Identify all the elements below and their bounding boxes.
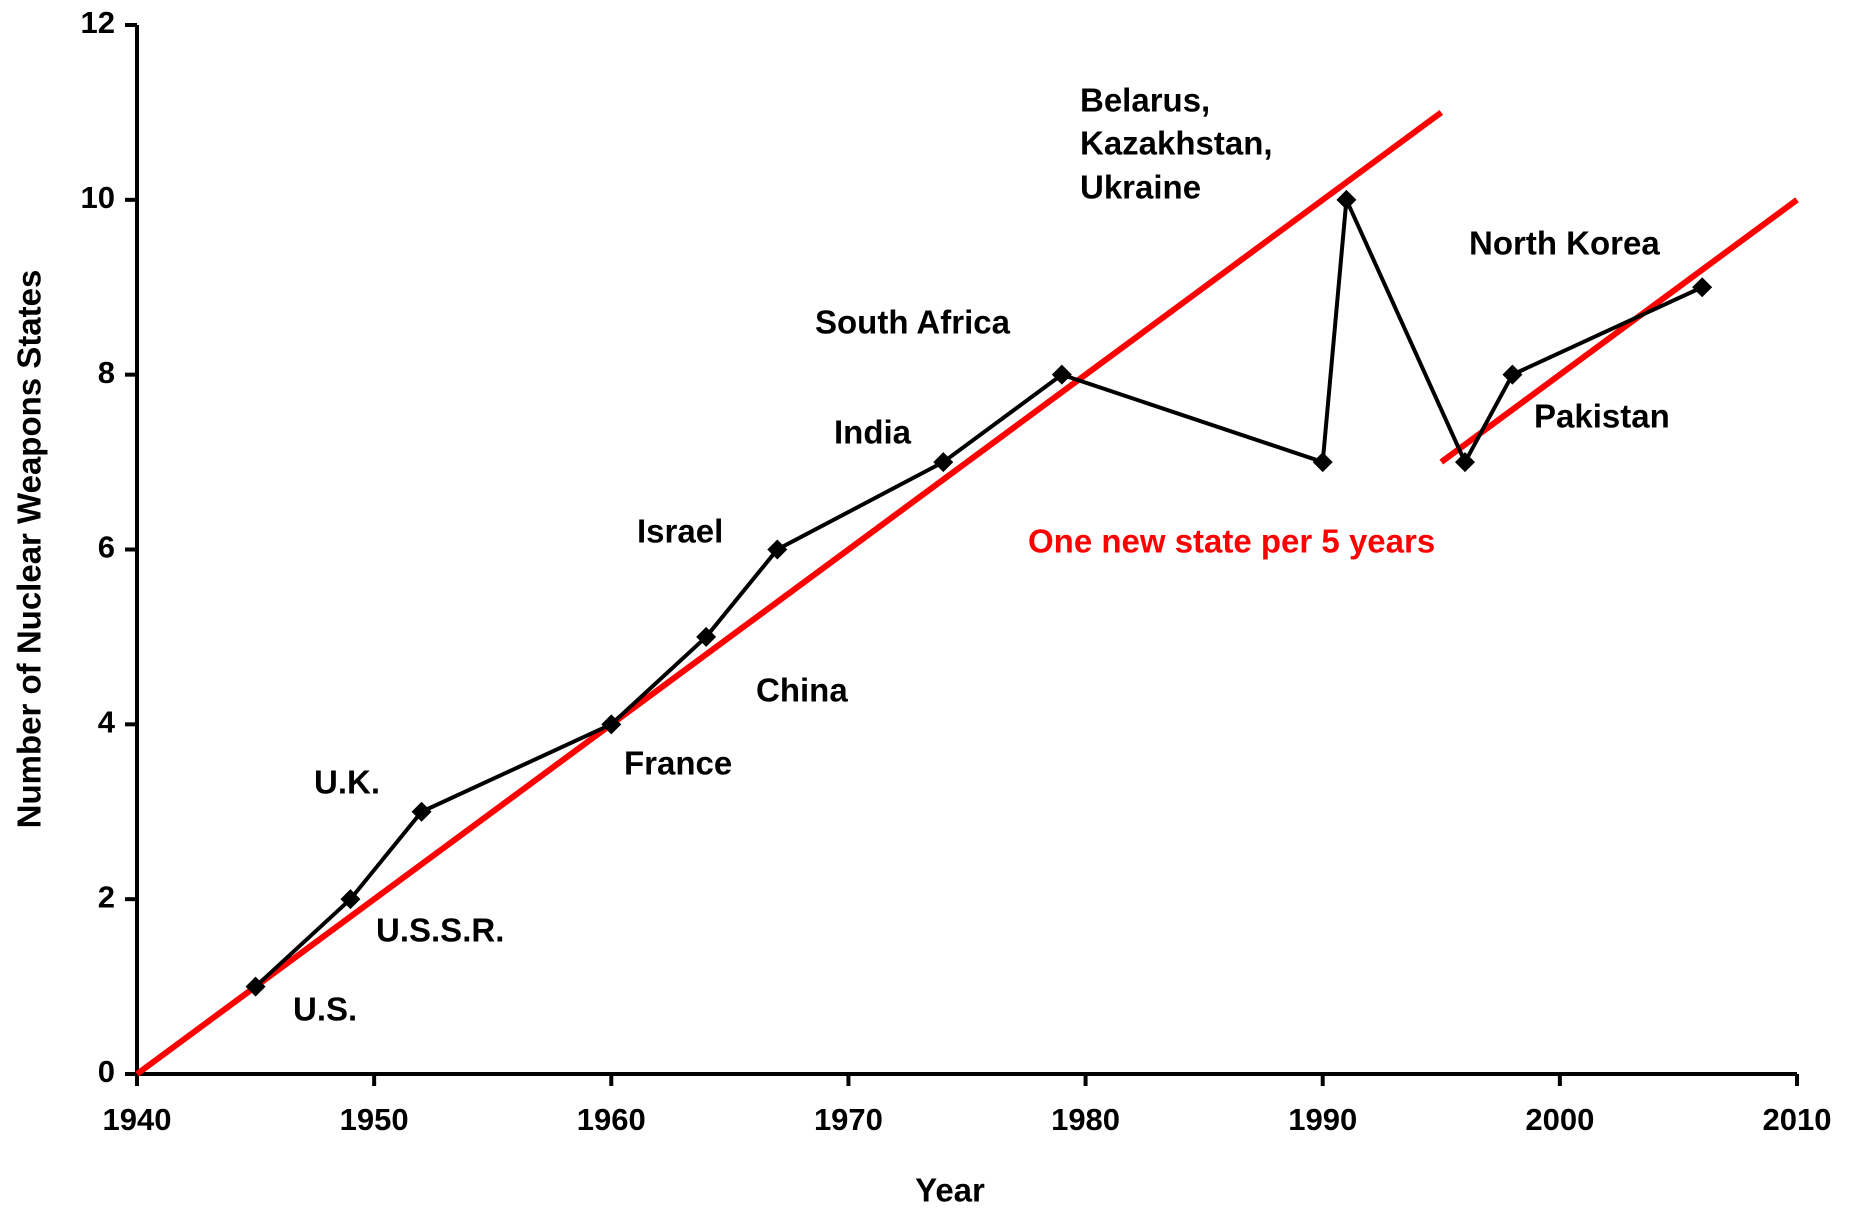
annotation: U.S.S.R. [376,912,504,949]
y-tick-label: 6 [98,530,115,565]
trend-line [1439,197,1799,465]
annotation: Belarus, [1080,82,1210,119]
data-point [411,801,432,822]
x-tick-label: 1970 [814,1102,883,1137]
data-point [245,976,266,997]
x-tick-label: 2010 [1763,1102,1832,1137]
x-axis-label: Year [915,1172,985,1209]
x-tick-label: 1940 [103,1102,172,1137]
data-point [340,889,361,910]
annotation: Israel [637,513,723,550]
y-tick-label: 4 [98,705,116,740]
x-tick-label: 1990 [1288,1102,1357,1137]
x-tick-label: 1950 [340,1102,409,1137]
data-point [1455,452,1475,473]
data-point [1312,452,1333,473]
y-tick-label: 0 [98,1054,115,1089]
data-point [767,539,788,560]
annotation: One new state per 5 years [1028,523,1435,560]
trend-line [135,110,1444,1077]
annotation: South Africa [815,304,1011,341]
annotation: India [834,414,912,451]
annotation: U.K. [314,764,380,801]
data-point [1336,189,1357,210]
y-axis-label: Number of Nuclear Weapons States [11,270,48,829]
data-point [1051,364,1072,385]
annotation: Ukraine [1080,169,1201,206]
annotation: France [624,745,732,782]
y-tick-label: 8 [98,355,115,390]
data-point [1502,364,1523,385]
x-tick-label: 1960 [577,1102,646,1137]
y-tick-label: 10 [81,180,115,215]
y-tick-label: 2 [98,879,115,914]
y-tick-label: 12 [81,5,115,40]
x-tick-label: 2000 [1525,1102,1594,1137]
data-point [1692,277,1713,298]
x-tick-label: 1980 [1051,1102,1120,1137]
data-point [696,626,717,647]
annotation: U.S. [293,991,357,1028]
data-point [933,452,954,473]
data-point [601,714,622,735]
annotation: Kazakhstan, [1080,125,1273,162]
annotation: Pakistan [1534,398,1670,435]
annotation: China [756,672,848,709]
annotation: North Korea [1469,225,1660,262]
